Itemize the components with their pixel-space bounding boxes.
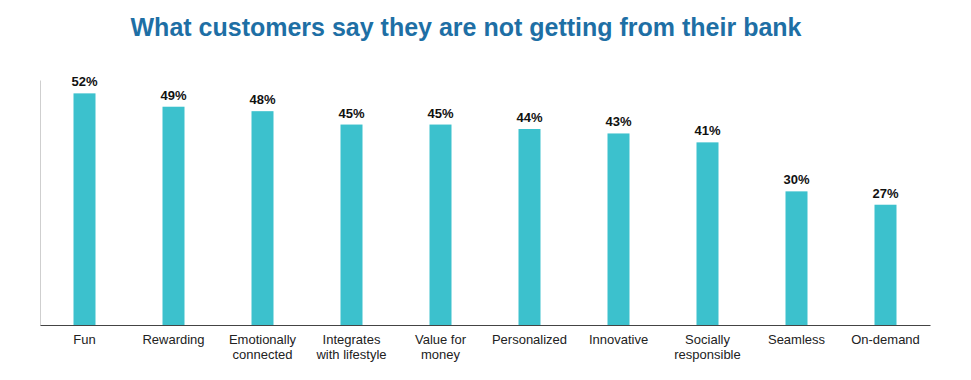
x-tick-label-line: money (421, 347, 461, 362)
x-tick-label: Seamless (768, 332, 826, 347)
x-tick-label: Value formoney (415, 332, 467, 362)
x-tick-label-line: connected (233, 347, 293, 362)
x-axis-line (41, 325, 931, 326)
x-tick-label-line: responsible (674, 347, 741, 362)
bar (608, 133, 630, 325)
bar (74, 93, 96, 325)
data-labels: 52% 49% 48% 45% 45% 44% 43% 41% 30% 27% (71, 74, 898, 200)
x-tick: Emotionallyconnected (229, 325, 297, 362)
x-tick: Personalized (492, 325, 567, 347)
x-tick: Integrateswith lifestyle (315, 325, 386, 362)
bar (252, 111, 274, 325)
x-tick: Value formoney (415, 325, 467, 362)
x-tick-label-line: Integrates (323, 332, 381, 347)
x-tick-label: Integrateswith lifestyle (315, 332, 386, 362)
chart: What customers say they are not getting … (0, 0, 971, 380)
x-tick-label-line: Innovative (589, 332, 648, 347)
x-tick-label: Sociallyresponsible (674, 332, 741, 362)
x-tick-label: Rewarding (142, 332, 204, 347)
chart-title: What customers say they are not getting … (131, 13, 802, 41)
data-label: 30% (783, 172, 809, 187)
x-tick: Rewarding (142, 325, 204, 347)
bar (341, 125, 363, 325)
x-tick-label-line: Socially (685, 332, 730, 347)
x-tick: Seamless (768, 325, 826, 347)
x-tick: Sociallyresponsible (674, 325, 741, 362)
x-tick-label-line: Seamless (768, 332, 826, 347)
x-axis: Fun Rewarding Emotionallyconnected Integrat… (41, 325, 931, 362)
data-label: 41% (694, 123, 720, 138)
x-tick-label-line: On-demand (851, 332, 920, 347)
y-axis-line (40, 81, 41, 326)
x-tick-label: Emotionallyconnected (229, 332, 297, 362)
x-tick-label: On-demand (851, 332, 920, 347)
data-label: 48% (249, 92, 275, 107)
x-tick-label: Innovative (589, 332, 648, 347)
x-tick-label: Fun (73, 332, 95, 347)
x-tick-label-line: Personalized (492, 332, 567, 347)
x-tick-label: Personalized (492, 332, 567, 347)
x-tick: On-demand (851, 325, 920, 347)
data-label: 52% (71, 74, 97, 89)
data-label: 27% (872, 186, 898, 201)
x-tick-label-line: Value for (415, 332, 467, 347)
bar (786, 191, 808, 325)
x-tick-label-line: Rewarding (142, 332, 204, 347)
bar (163, 107, 185, 325)
data-label: 49% (160, 88, 186, 103)
bar (519, 129, 541, 325)
x-tick-label-line: with lifestyle (315, 347, 386, 362)
data-label: 44% (516, 110, 542, 125)
x-tick: Innovative (589, 325, 648, 347)
y-axis (40, 81, 41, 326)
x-tick-label-line: Emotionally (229, 332, 297, 347)
data-label: 43% (605, 114, 631, 129)
data-label: 45% (338, 106, 364, 121)
x-tick-label-line: Fun (73, 332, 95, 347)
bar (875, 205, 897, 325)
bars (74, 93, 897, 325)
data-label: 45% (427, 106, 453, 121)
bar (697, 142, 719, 325)
x-tick: Fun (73, 325, 95, 347)
bar (430, 125, 452, 325)
